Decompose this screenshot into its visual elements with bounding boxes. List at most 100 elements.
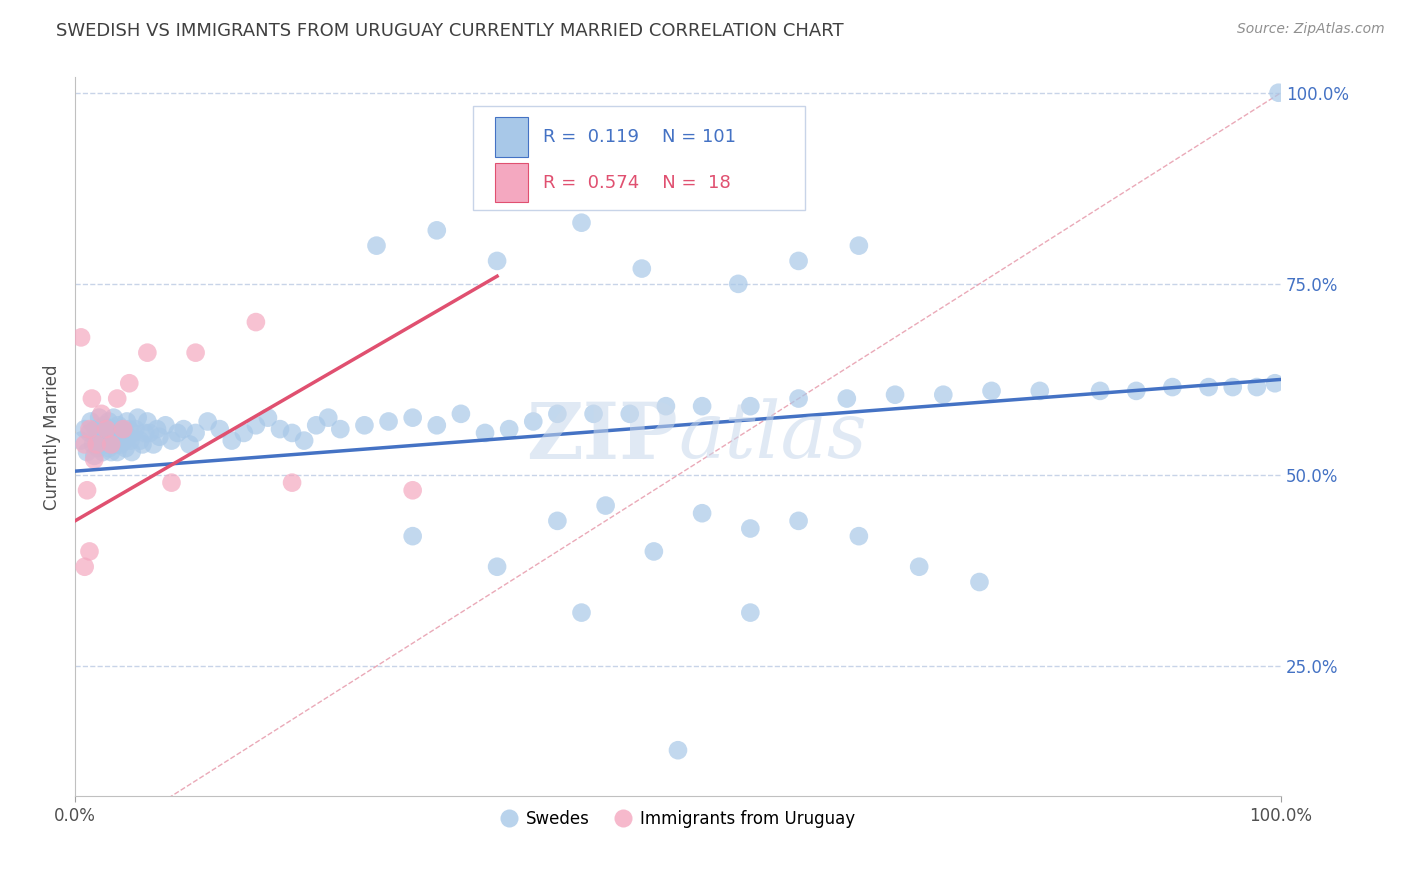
- Point: [97, 442, 120, 456]
- Point: [117, 430, 139, 444]
- Point: [546, 514, 568, 528]
- Point: [105, 437, 128, 451]
- Point: [83, 449, 105, 463]
- Point: [73, 437, 96, 451]
- Point: [1161, 380, 1184, 394]
- Point: [666, 743, 689, 757]
- Point: [89, 410, 111, 425]
- Point: [582, 407, 605, 421]
- Point: [571, 216, 593, 230]
- Point: [690, 506, 713, 520]
- Point: [118, 422, 141, 436]
- Point: [848, 529, 870, 543]
- Point: [316, 410, 339, 425]
- Point: [121, 445, 143, 459]
- Bar: [495, 117, 529, 157]
- Point: [83, 452, 105, 467]
- Point: [402, 483, 425, 498]
- Point: [110, 437, 132, 451]
- Point: [114, 434, 136, 448]
- Text: SWEDISH VS IMMIGRANTS FROM URUGUAY CURRENTLY MARRIED CORRELATION CHART: SWEDISH VS IMMIGRANTS FROM URUGUAY CURRE…: [56, 22, 844, 40]
- Point: [129, 434, 152, 448]
- Point: [486, 559, 509, 574]
- Point: [115, 415, 138, 429]
- Point: [402, 529, 425, 543]
- Point: [104, 434, 127, 448]
- Point: [208, 422, 231, 436]
- Point: [90, 422, 112, 436]
- Point: [82, 437, 104, 451]
- Point: [546, 407, 568, 421]
- Point: [94, 434, 117, 448]
- Point: [221, 434, 243, 448]
- Point: [90, 407, 112, 421]
- Point: [148, 430, 170, 444]
- Point: [87, 442, 110, 456]
- Point: [100, 425, 122, 440]
- Point: [232, 425, 254, 440]
- Text: R =  0.119    N = 101: R = 0.119 N = 101: [543, 128, 735, 146]
- Point: [96, 422, 118, 436]
- Point: [522, 415, 544, 429]
- Bar: [495, 162, 529, 202]
- Point: [122, 425, 145, 440]
- Point: [166, 425, 188, 440]
- Point: [146, 422, 169, 436]
- Point: [96, 437, 118, 451]
- Point: [787, 254, 810, 268]
- Point: [643, 544, 665, 558]
- Point: [740, 606, 762, 620]
- Point: [908, 559, 931, 574]
- Point: [740, 399, 762, 413]
- Point: [86, 437, 108, 451]
- Point: [269, 422, 291, 436]
- Text: R =  0.574    N =  18: R = 0.574 N = 18: [543, 174, 731, 192]
- Point: [107, 418, 129, 433]
- Point: [142, 437, 165, 451]
- Point: [98, 434, 121, 448]
- Point: [184, 345, 207, 359]
- Point: [305, 418, 328, 433]
- Point: [97, 415, 120, 429]
- Point: [366, 238, 388, 252]
- Point: [835, 392, 858, 406]
- Point: [690, 399, 713, 413]
- Point: [173, 422, 195, 436]
- Point: [105, 445, 128, 459]
- Point: [80, 392, 103, 406]
- Point: [70, 330, 93, 344]
- Point: [118, 376, 141, 391]
- Point: [619, 407, 641, 421]
- Point: [932, 388, 955, 402]
- Point: [97, 430, 120, 444]
- Point: [160, 434, 183, 448]
- Point: [79, 422, 101, 436]
- Legend: Swedes, Immigrants from Uruguay: Swedes, Immigrants from Uruguay: [495, 803, 862, 835]
- Point: [969, 574, 991, 589]
- Point: [100, 437, 122, 451]
- Point: [89, 437, 111, 451]
- Point: [630, 261, 652, 276]
- Point: [787, 392, 810, 406]
- Point: [884, 388, 907, 402]
- Point: [1222, 380, 1244, 394]
- Point: [124, 422, 146, 436]
- Point: [84, 422, 107, 436]
- Point: [127, 410, 149, 425]
- Point: [73, 422, 96, 436]
- Point: [136, 345, 159, 359]
- Point: [73, 559, 96, 574]
- Point: [450, 407, 472, 421]
- Point: [980, 384, 1002, 398]
- Point: [184, 425, 207, 440]
- Text: atlas: atlas: [678, 399, 866, 475]
- Point: [131, 437, 153, 451]
- Point: [134, 425, 156, 440]
- Point: [1264, 376, 1286, 391]
- Point: [245, 315, 267, 329]
- Y-axis label: Currently Married: Currently Married: [44, 364, 60, 509]
- Point: [139, 425, 162, 440]
- Point: [70, 434, 93, 448]
- Text: ZIP: ZIP: [526, 399, 678, 475]
- Text: Source: ZipAtlas.com: Source: ZipAtlas.com: [1237, 22, 1385, 37]
